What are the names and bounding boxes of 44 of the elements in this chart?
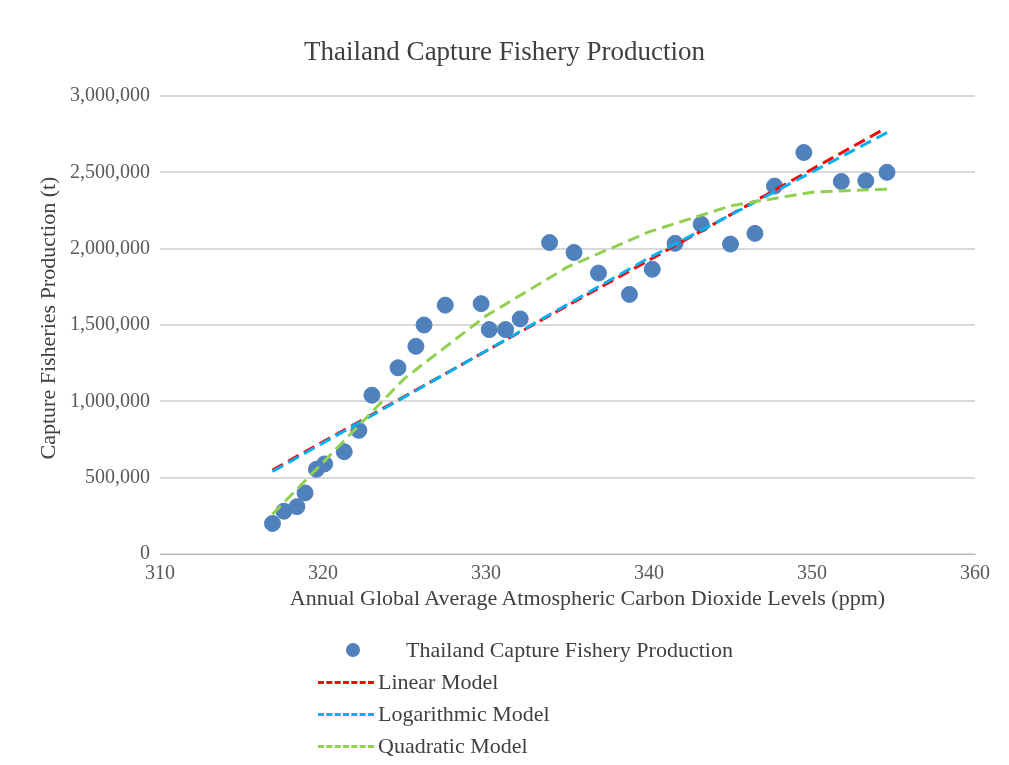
y-tick-label: 0 bbox=[140, 541, 150, 564]
y-tick-label: 500,000 bbox=[85, 464, 150, 487]
x-axis-title: Annual Global Average Atmospheric Carbon Dioxide Levels (ppm) bbox=[288, 585, 887, 611]
point bbox=[436, 296, 454, 314]
legend-label: Quadratic Model bbox=[378, 733, 528, 759]
point bbox=[296, 484, 314, 502]
legend-label: Logarithmic Model bbox=[378, 701, 550, 727]
x-tick-label: 350 bbox=[797, 561, 827, 584]
y-axis-title: Capture Fisheries Production (t) bbox=[35, 176, 61, 460]
x-tick-label: 320 bbox=[308, 561, 338, 584]
point bbox=[565, 243, 583, 261]
legend-label: Linear Model bbox=[378, 669, 499, 695]
chart-title: Thailand Capture Fishery Production bbox=[302, 36, 707, 67]
x-tick-label: 340 bbox=[634, 561, 664, 584]
point bbox=[746, 224, 764, 242]
point bbox=[472, 295, 490, 313]
x-tick-label: 360 bbox=[960, 561, 990, 584]
point bbox=[620, 285, 638, 303]
point bbox=[407, 337, 425, 355]
point bbox=[363, 386, 381, 404]
point bbox=[288, 498, 306, 516]
point bbox=[335, 443, 353, 461]
x-tick-label: 310 bbox=[145, 561, 175, 584]
point bbox=[480, 321, 498, 339]
point bbox=[857, 172, 875, 190]
point bbox=[832, 172, 850, 190]
point bbox=[511, 310, 529, 328]
point bbox=[263, 514, 281, 532]
point bbox=[795, 143, 813, 161]
point bbox=[389, 359, 407, 377]
y-tick-label: 2,000,000 bbox=[70, 235, 150, 258]
y-tick-label: 2,500,000 bbox=[70, 159, 150, 182]
point bbox=[722, 235, 739, 253]
point bbox=[643, 260, 661, 278]
point bbox=[589, 264, 607, 282]
point bbox=[497, 321, 515, 339]
point bbox=[415, 316, 433, 334]
point bbox=[878, 163, 896, 181]
y-tick-label: 3,000,000 bbox=[70, 83, 150, 106]
point bbox=[541, 234, 559, 252]
y-tick-label: 1,500,000 bbox=[70, 312, 150, 335]
y-tick-label: 1,000,000 bbox=[70, 388, 150, 411]
legend-label: Thailand Capture Fishery Production bbox=[406, 637, 733, 663]
x-tick-label: 330 bbox=[471, 561, 501, 584]
